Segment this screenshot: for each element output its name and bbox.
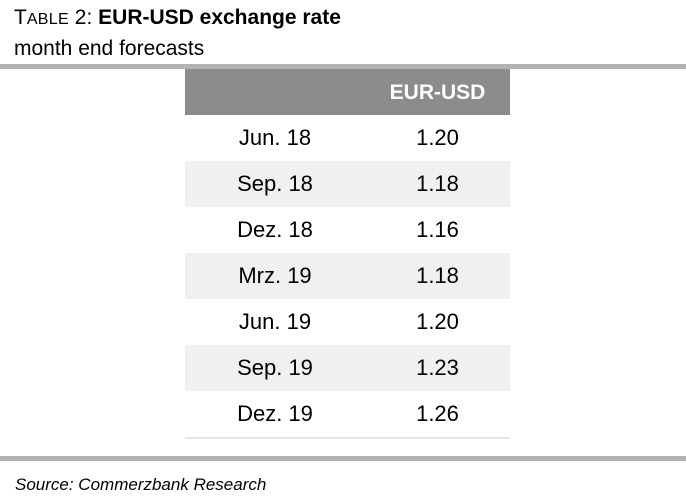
top-rule [0, 64, 686, 69]
row-value: 1.18 [416, 171, 459, 196]
table-row: Mrz. 19 1.18 [185, 253, 510, 299]
table-row: Jun. 19 1.20 [185, 299, 510, 345]
title-number: 2: [68, 6, 99, 29]
row-value: 1.20 [416, 125, 459, 150]
title-bold: EUR-USD exchange rate [98, 6, 341, 29]
row-date: Jun. 18 [238, 125, 312, 150]
row-date: Dez. 18 [237, 217, 313, 242]
table-bottom-border [185, 437, 510, 439]
table-header: EUR-USD [185, 69, 510, 115]
table-row: Jun. 18 1.20 [185, 115, 510, 161]
table-row: Sep. 19 1.23 [185, 345, 510, 391]
row-value: 1.18 [416, 263, 459, 288]
row-value: 1.16 [416, 217, 459, 242]
title-prefix-rest: able [26, 11, 69, 28]
row-date: Mrz. 19 [238, 263, 312, 288]
row-value: 1.20 [416, 309, 459, 334]
table-row: Sep. 18 1.18 [185, 161, 510, 207]
table-row: Dez. 19 1.26 [185, 391, 510, 437]
row-value: 1.23 [416, 355, 459, 380]
bottom-rule [0, 456, 686, 461]
row-date: Sep. 19 [237, 355, 313, 380]
table-title: Table 2: EUR-USD exchange rate [14, 5, 341, 33]
column-header-eur-usd: EUR-USD [389, 81, 486, 104]
title-prefix-cap: T [14, 6, 27, 29]
row-value: 1.26 [416, 401, 459, 426]
row-date: Jun. 19 [238, 309, 312, 334]
row-date: Dez. 19 [237, 401, 313, 426]
source-note: Source: Commerzbank Research [15, 475, 267, 494]
row-date: Sep. 18 [237, 171, 313, 196]
forecast-table: EUR-USD Jun. 18 1.20 Sep. 18 1.18 Dez. 1… [185, 69, 510, 439]
table-row: Dez. 18 1.16 [185, 207, 510, 253]
table-subtitle: month end forecasts [14, 37, 205, 60]
